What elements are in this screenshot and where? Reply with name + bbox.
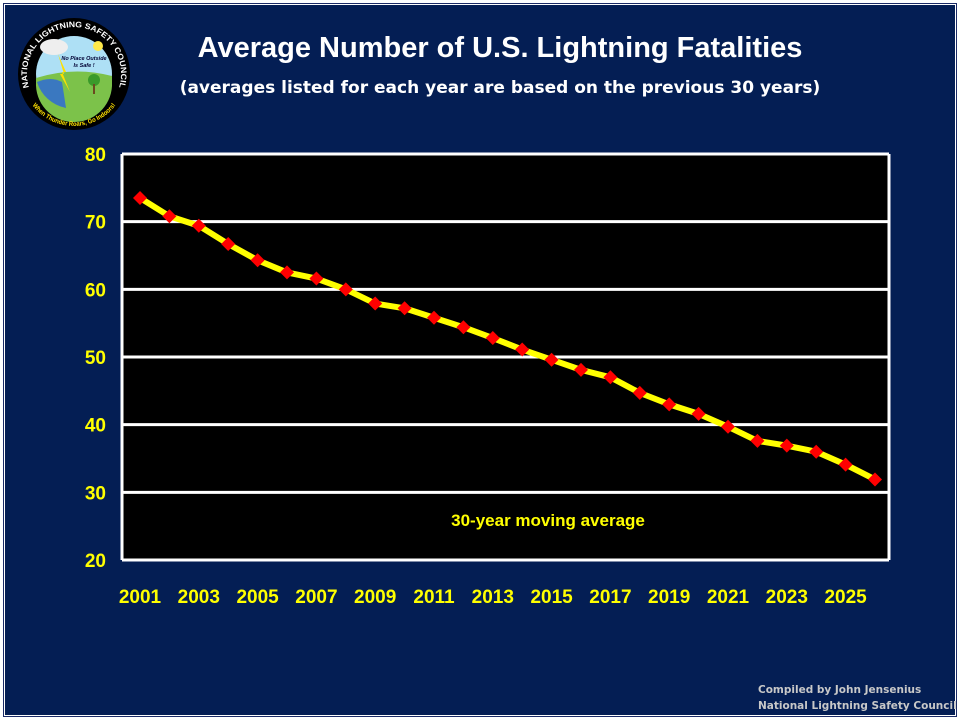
x-tick-label: 2009 [354, 587, 396, 608]
data-point-2013 [485, 331, 500, 346]
data-point-2004 [221, 236, 236, 251]
data-point-2001 [133, 190, 147, 205]
y-tick-label: 40 [85, 416, 106, 437]
data-point-2006 [280, 265, 294, 280]
x-tick-label: 2001 [119, 587, 162, 608]
data-point-2012 [456, 320, 471, 335]
data-point-2018 [632, 385, 647, 400]
data-point-2011 [427, 310, 441, 325]
y-tick-label: 70 [85, 213, 106, 234]
y-tick-label: 50 [85, 348, 106, 369]
y-tick-label: 20 [85, 551, 106, 572]
data-point-2010 [397, 301, 412, 316]
x-tick-label: 2011 [413, 587, 455, 608]
x-tick-label: 2005 [236, 587, 279, 608]
nlsc-logo: No Place Outside Is Safe ! NATIONAL LIGHT… [18, 18, 130, 130]
data-point-2024 [809, 444, 824, 459]
x-tick-label: 2019 [648, 587, 690, 608]
data-point-2022 [750, 433, 765, 448]
data-point-2026 [868, 472, 882, 487]
footer-line-1: Compiled by John Jensenius [758, 684, 922, 696]
x-tick-label: 2003 [178, 587, 220, 608]
y-tick-label: 30 [85, 483, 106, 504]
x-tick-label: 2025 [824, 587, 867, 608]
data-point-2014 [515, 342, 530, 357]
x-tick-label: 2017 [589, 587, 631, 608]
x-tick-label: 2021 [707, 587, 750, 608]
data-point-2008 [338, 282, 353, 297]
logo-inner-text: No Place Outside Is Safe ! [61, 56, 106, 69]
chart-title: Average Number of U.S. Lightning Fatalit… [197, 32, 803, 64]
data-point-2003 [191, 218, 206, 233]
data-point-2007 [309, 271, 324, 286]
x-tick-label: 2013 [472, 587, 514, 608]
data-point-2015 [544, 352, 559, 367]
data-point-2020 [691, 406, 706, 421]
data-point-2025 [838, 457, 853, 472]
data-point-2002 [162, 209, 177, 224]
data-point-2019 [662, 397, 677, 412]
footer-credit: Compiled by John Jensenius National Ligh… [758, 682, 957, 714]
data-point-2009 [368, 296, 383, 311]
data-point-2017 [603, 370, 618, 385]
y-tick-label: 80 [85, 145, 106, 166]
data-point-2016 [574, 362, 588, 377]
series-annotation: 30-year moving average [451, 511, 645, 530]
x-tick-label: 2015 [530, 587, 573, 608]
data-point-2023 [779, 438, 794, 453]
y-tick-label: 60 [85, 280, 106, 301]
data-point-2005 [250, 253, 265, 268]
x-tick-label: 2023 [766, 587, 808, 608]
chart-subtitle: (averages listed for each year are based… [179, 78, 821, 98]
footer-line-2: National Lightning Safety Council [758, 700, 957, 712]
x-tick-label: 2007 [295, 587, 337, 608]
data-point-2021 [721, 419, 735, 434]
